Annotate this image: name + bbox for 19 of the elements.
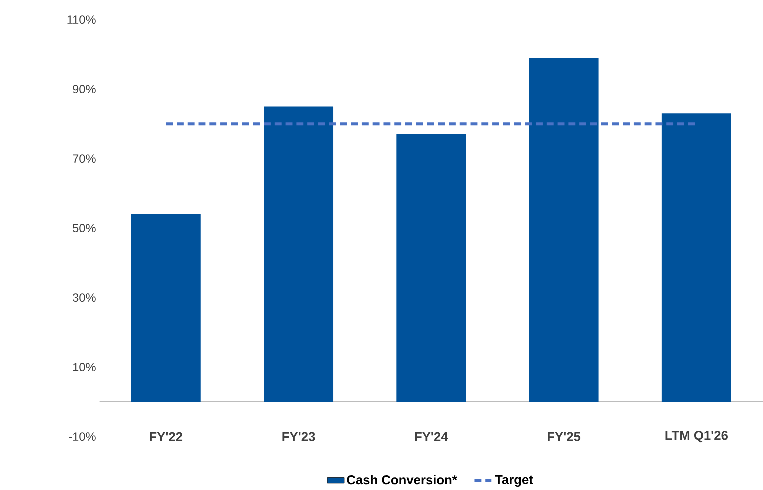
y-tick-label: 50%	[73, 224, 96, 232]
x-tick-label: FY'22	[150, 432, 183, 442]
y-tick-label: -10%	[69, 432, 96, 441]
legend-label: Target	[495, 475, 534, 487]
y-tick-label: 30%	[73, 293, 96, 302]
x-tick-label: LTM Q1'26	[666, 430, 728, 442]
bar	[264, 106, 334, 402]
bar	[131, 214, 201, 402]
y-tick-label: 70%	[73, 154, 96, 163]
bar	[662, 113, 732, 402]
x-tick-label: FY'24	[415, 432, 448, 442]
y-tick-label: 10%	[73, 362, 96, 372]
x-tick-label: FY'23	[282, 432, 316, 442]
bar	[396, 134, 466, 402]
y-tick-label: 110%	[68, 15, 96, 24]
y-tick-label: 90%	[73, 84, 96, 94]
x-tick-label: FY'25	[548, 432, 581, 442]
bar	[529, 58, 599, 402]
legend-label: Cash Conversion*	[347, 474, 458, 484]
